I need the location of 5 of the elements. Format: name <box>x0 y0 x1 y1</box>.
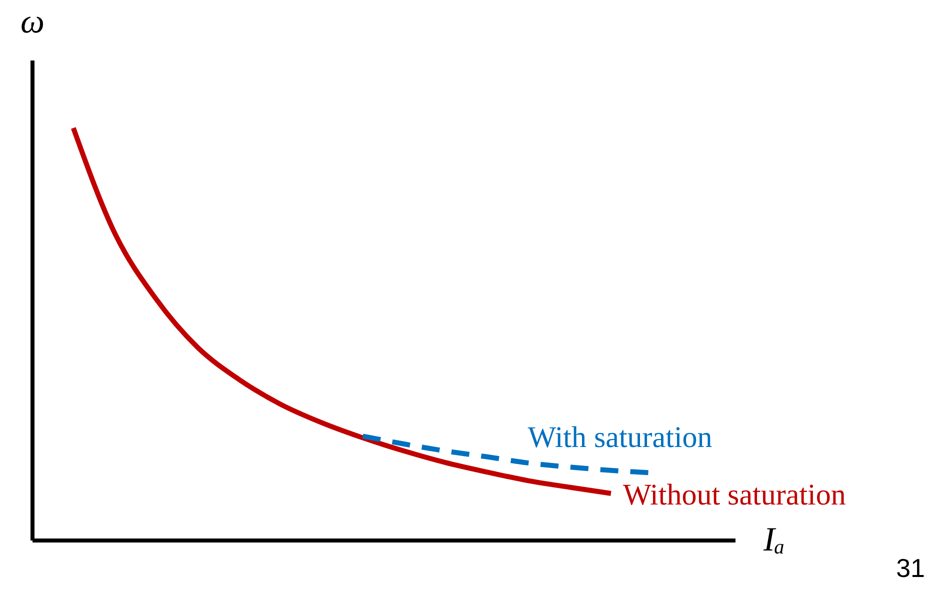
series-label: Without saturation <box>622 478 846 512</box>
text: 31 <box>896 553 925 583</box>
series-label: With saturation <box>528 420 712 454</box>
x-axis-title: Iₐ <box>762 522 785 558</box>
y-axis-title: ω <box>20 4 45 40</box>
